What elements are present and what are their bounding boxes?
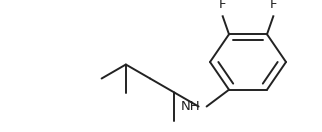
Text: NH: NH xyxy=(181,100,201,113)
Text: F: F xyxy=(270,0,277,11)
Text: F: F xyxy=(219,0,226,11)
